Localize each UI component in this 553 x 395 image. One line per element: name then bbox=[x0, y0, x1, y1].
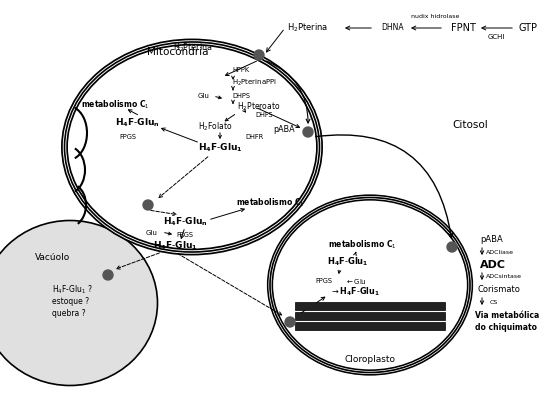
Text: GCHI: GCHI bbox=[487, 34, 505, 40]
Text: DHNA: DHNA bbox=[382, 23, 404, 32]
Text: $\bf{H_4F}$-$\bf{Glu_n}$: $\bf{H_4F}$-$\bf{Glu_n}$ bbox=[114, 117, 159, 129]
Circle shape bbox=[254, 50, 264, 60]
Text: Vacúolo: Vacúolo bbox=[35, 252, 70, 261]
Text: DHFR: DHFR bbox=[245, 134, 263, 140]
Text: metabolismo C$_1$: metabolismo C$_1$ bbox=[327, 239, 397, 251]
Text: H$_4$F-Glu$_1$ ?: H$_4$F-Glu$_1$ ? bbox=[52, 284, 93, 296]
Text: ADCsintase: ADCsintase bbox=[486, 275, 522, 280]
Circle shape bbox=[103, 270, 113, 280]
Text: Via metabólica: Via metabólica bbox=[475, 310, 539, 320]
Circle shape bbox=[447, 242, 457, 252]
Circle shape bbox=[303, 127, 313, 137]
Text: Corismato: Corismato bbox=[478, 286, 521, 295]
Text: FPGS: FPGS bbox=[176, 232, 194, 238]
Text: HPPK: HPPK bbox=[232, 67, 249, 73]
Text: ADC: ADC bbox=[480, 260, 506, 270]
Text: GTP: GTP bbox=[519, 23, 538, 33]
Text: H$_2$Pterina: H$_2$Pterina bbox=[288, 22, 328, 34]
Text: H$_2$Folato: H$_2$Folato bbox=[198, 121, 232, 133]
Text: $\bf{H_4F}$-$\bf{Glu_1}$: $\bf{H_4F}$-$\bf{Glu_1}$ bbox=[198, 142, 242, 154]
Text: DHFS: DHFS bbox=[255, 112, 273, 118]
Text: $\bf{H_4F}$-$\bf{Glu_1}$: $\bf{H_4F}$-$\bf{Glu_1}$ bbox=[153, 240, 197, 252]
Text: pABA: pABA bbox=[480, 235, 503, 245]
Text: Citosol: Citosol bbox=[452, 120, 488, 130]
Ellipse shape bbox=[0, 220, 158, 386]
Text: $\leftarrow$Glu: $\leftarrow$Glu bbox=[345, 278, 367, 286]
Bar bbox=[295, 302, 445, 310]
Text: DHPS: DHPS bbox=[232, 93, 250, 99]
Bar bbox=[295, 312, 445, 320]
Text: quebra ?: quebra ? bbox=[52, 310, 86, 318]
Bar bbox=[295, 322, 445, 330]
Text: CS: CS bbox=[490, 299, 498, 305]
Text: Glu: Glu bbox=[198, 93, 210, 99]
Text: metabolismo C$_1$: metabolismo C$_1$ bbox=[236, 197, 304, 209]
Text: ADCliase: ADCliase bbox=[486, 250, 514, 254]
Text: FPGS: FPGS bbox=[315, 278, 332, 284]
Circle shape bbox=[285, 317, 295, 327]
Text: $\bf{H_4F}$-$\bf{Glu_1}$: $\bf{H_4F}$-$\bf{Glu_1}$ bbox=[327, 256, 369, 268]
Text: pABA: pABA bbox=[273, 124, 295, 134]
Text: $\bf{H_4F}$-$\bf{Glu_n}$: $\bf{H_4F}$-$\bf{Glu_n}$ bbox=[163, 216, 207, 228]
Text: H$_2$PterinaPPi: H$_2$PterinaPPi bbox=[232, 78, 277, 88]
Text: H$_2$Pterina: H$_2$Pterina bbox=[174, 42, 213, 54]
Text: FPGS: FPGS bbox=[119, 134, 137, 140]
Text: Glu: Glu bbox=[146, 230, 158, 236]
Text: FPNT: FPNT bbox=[451, 23, 476, 33]
Text: Mitocôndria: Mitocôndria bbox=[147, 47, 208, 57]
Text: Cloroplasto: Cloroplasto bbox=[345, 356, 395, 365]
Text: estoque ?: estoque ? bbox=[52, 297, 89, 307]
Text: $\rightarrow$$\bf{H_4F}$-$\bf{Glu_1}$: $\rightarrow$$\bf{H_4F}$-$\bf{Glu_1}$ bbox=[330, 286, 380, 298]
Text: H$_2$Pteroato: H$_2$Pteroato bbox=[237, 101, 280, 113]
Text: nudix hidrolase: nudix hidrolase bbox=[411, 15, 459, 19]
Text: do chiquimato: do chiquimato bbox=[475, 322, 537, 331]
Circle shape bbox=[143, 200, 153, 210]
Text: metabolismo C$_1$: metabolismo C$_1$ bbox=[81, 99, 149, 111]
